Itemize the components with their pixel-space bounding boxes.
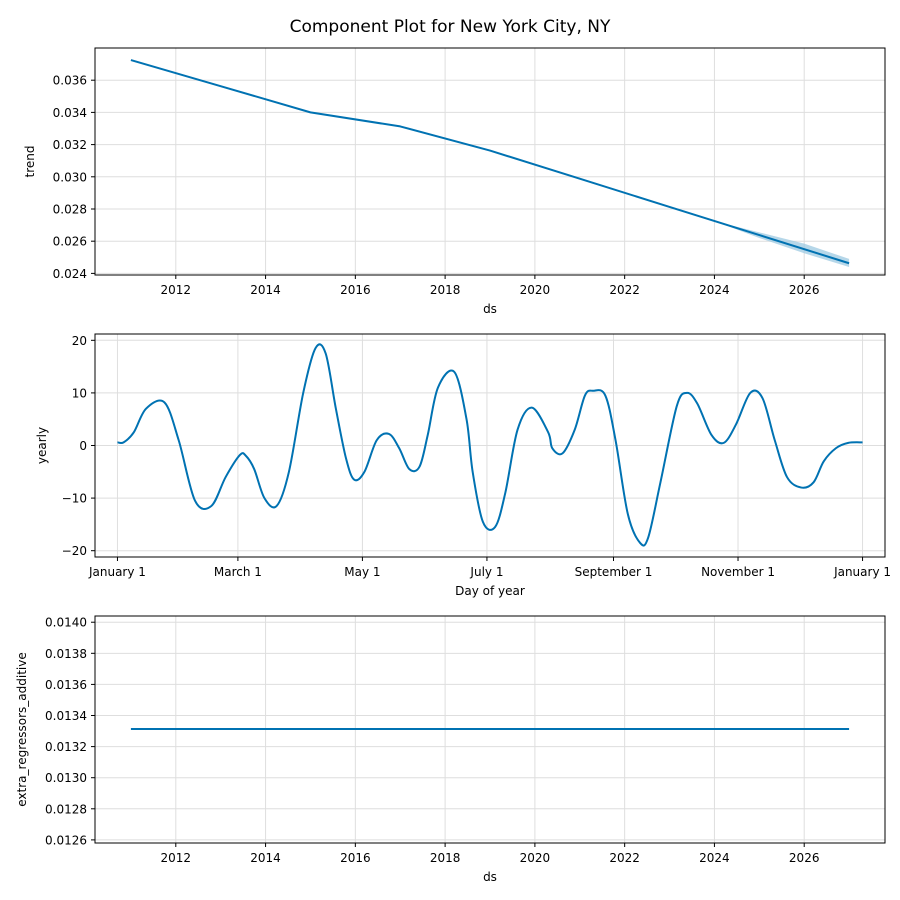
- yearly-y-tick-label: −10: [62, 492, 87, 506]
- yearly-x-tick-label: September 1: [575, 565, 653, 579]
- panel-yearly: January 1 March 1 May 1 July 1 September 1 No…: [35, 333, 891, 598]
- extra-regressors-x-tick-label: 2026: [789, 851, 820, 865]
- extra-regressors-x-tick-label: 2016: [340, 851, 371, 865]
- extra-regressors-x-tick-label: 2014: [250, 851, 281, 865]
- yearly-x-tick-label: March 1: [214, 565, 262, 579]
- yearly-x-tick-label: July 1: [469, 565, 503, 579]
- trend-y-tick-label: 0.026: [53, 235, 87, 249]
- yearly-series-line: [117, 343, 863, 547]
- extra-regressors-x-tick-label: 2018: [430, 851, 461, 865]
- extra-regressors-y-tick-label: 0.0134: [45, 709, 87, 723]
- trend-x-tick-label: 2014: [250, 283, 281, 297]
- extra-regressors-x-tick-label: 2012: [161, 851, 192, 865]
- trend-y-tick-label: 0.030: [53, 170, 87, 184]
- figure-title: Component Plot for New York City, NY: [290, 17, 611, 37]
- trend-x-tick-label: 2026: [789, 283, 820, 297]
- extra-regressors-x-tick-label: 2020: [520, 851, 551, 865]
- extra-regressors-y-tick-label: 0.0140: [45, 616, 87, 630]
- panel-extra-regressors: 2012 2014 2016 2018 2020 2022 2024 2026 0.0126 0.…: [15, 615, 886, 884]
- yearly-y-axis-label: yearly: [35, 427, 49, 464]
- yearly-y-tick-label: 0: [79, 439, 87, 453]
- yearly-x-tick-label: May 1: [344, 565, 380, 579]
- trend-y-tick-label: 0.036: [53, 74, 87, 88]
- trend-x-tick-label: 2016: [340, 283, 371, 297]
- yearly-x-tick-label: January 1: [833, 565, 891, 579]
- extra-regressors-x-tick-label: 2024: [699, 851, 730, 865]
- trend-y-tick-label: 0.028: [53, 202, 87, 216]
- extra-regressors-y-tick-label: 0.0138: [45, 647, 87, 661]
- extra-regressors-x-tick-label: 2022: [609, 851, 640, 865]
- trend-x-tick-label: 2022: [609, 283, 640, 297]
- yearly-x-axis-label: Day of year: [455, 584, 525, 598]
- extra-regressors-x-axis-label: ds: [483, 870, 497, 884]
- extra-regressors-y-tick-label: 0.0136: [45, 678, 87, 692]
- yearly-x-tick-label: January 1: [88, 565, 146, 579]
- panel-trend: 2012 2014 2016 2018 2020 2022 2024 2026 0.024 0.0…: [23, 47, 886, 316]
- extra-regressors-y-tick-label: 0.0130: [45, 771, 87, 785]
- trend-y-tick-label: 0.024: [53, 267, 87, 281]
- trend-y-axis-label: trend: [23, 146, 37, 178]
- trend-x-tick-label: 2012: [161, 283, 192, 297]
- extra-regressors-y-tick-label: 0.0132: [45, 740, 87, 754]
- extra-regressors-y-axis-label: extra_regressors_additive: [15, 652, 29, 806]
- yearly-x-tick-label: November 1: [701, 565, 775, 579]
- extra-regressors-y-tick-label: 0.0128: [45, 802, 87, 816]
- yearly-y-tick-label: 20: [72, 334, 87, 348]
- extra-regressors-plot-frame: [94, 615, 886, 844]
- trend-y-tick-label: 0.032: [53, 138, 87, 152]
- trend-x-tick-label: 2018: [430, 283, 461, 297]
- trend-plot-frame: [94, 47, 886, 276]
- trend-x-tick-label: 2024: [699, 283, 730, 297]
- trend-x-axis-label: ds: [483, 302, 497, 316]
- yearly-y-tick-label: 10: [72, 386, 87, 400]
- yearly-y-tick-label: −20: [62, 544, 87, 558]
- extra-regressors-y-tick-label: 0.0126: [45, 833, 87, 847]
- trend-y-tick-label: 0.034: [53, 106, 87, 120]
- trend-series-line: [130, 59, 850, 265]
- trend-x-tick-label: 2020: [520, 283, 551, 297]
